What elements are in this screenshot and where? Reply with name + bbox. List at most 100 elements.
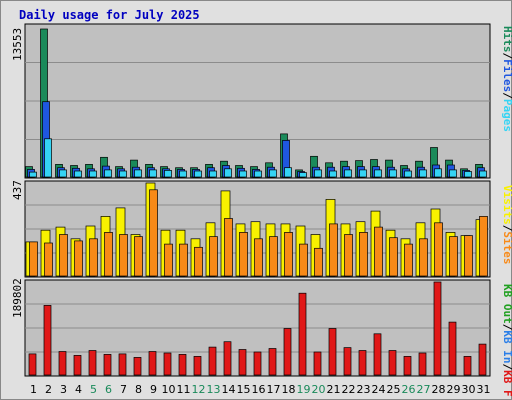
bar-kb-f-day-16 bbox=[253, 351, 262, 376]
bar-pages-day-21 bbox=[329, 170, 337, 178]
bar-pages-day-6 bbox=[104, 169, 112, 178]
bar-sites-day-31 bbox=[479, 216, 488, 277]
bar-sites-day-21 bbox=[329, 223, 338, 277]
x-tick-label-day-29: 29 bbox=[447, 383, 461, 396]
bar-sites-day-7 bbox=[119, 234, 128, 277]
x-tick-label-day-18: 18 bbox=[282, 383, 296, 396]
bar-pages-day-1 bbox=[29, 171, 37, 178]
x-tick-label-day-30: 30 bbox=[462, 383, 476, 396]
x-tick-label-day-28: 28 bbox=[432, 383, 446, 396]
bar-sites-day-6 bbox=[104, 232, 113, 277]
legend-kbin: KB In bbox=[501, 330, 512, 363]
x-tick-label-day-15: 15 bbox=[237, 383, 251, 396]
bar-sites-day-29 bbox=[449, 236, 458, 277]
bar-pages-day-20 bbox=[314, 169, 322, 178]
legend-sep-3: / bbox=[501, 225, 512, 232]
bar-sites-day-4 bbox=[74, 240, 83, 277]
kb-ymax-label: 189802 bbox=[11, 278, 24, 318]
x-tick-label-day-17: 17 bbox=[267, 383, 281, 396]
x-tick-label-day-4: 4 bbox=[75, 383, 82, 396]
bar-kb-f-day-6 bbox=[103, 354, 112, 376]
bar-kb-f-day-20 bbox=[313, 351, 322, 376]
bar-sites-day-12 bbox=[194, 246, 203, 277]
legend-pages: Pages bbox=[501, 99, 512, 132]
bar-pages-day-16 bbox=[254, 170, 262, 178]
x-tick-label-day-24: 24 bbox=[372, 383, 386, 396]
x-tick-label-day-31: 31 bbox=[477, 383, 491, 396]
x-tick-label-day-5: 5 bbox=[90, 383, 97, 396]
bar-pages-day-10 bbox=[164, 170, 172, 178]
chart-title: Daily usage for July 2025 bbox=[19, 8, 200, 22]
x-tick-label-day-11: 11 bbox=[177, 383, 191, 396]
bar-kb-f-day-26 bbox=[403, 356, 412, 376]
bar-sites-day-14 bbox=[224, 218, 233, 277]
legend-sep-4: / bbox=[501, 324, 512, 331]
bar-kb-f-day-17 bbox=[268, 348, 277, 376]
x-tick-label-day-22: 22 bbox=[342, 383, 356, 396]
x-tick-label-day-21: 21 bbox=[327, 383, 341, 396]
bar-pages-day-29 bbox=[449, 169, 457, 178]
bar-kb-f-day-18 bbox=[283, 328, 292, 376]
x-tick-label-day-13: 13 bbox=[207, 383, 221, 396]
bar-sites-day-19 bbox=[299, 243, 308, 277]
hits-ymax-label: 13553 bbox=[11, 28, 24, 61]
bar-pages-day-8 bbox=[134, 169, 142, 178]
bar-pages-day-24 bbox=[374, 169, 382, 178]
bar-kb-f-day-10 bbox=[163, 352, 172, 376]
bar-kb-f-day-13 bbox=[208, 346, 217, 376]
bar-pages-day-12 bbox=[194, 170, 202, 178]
legend-visits: Visits bbox=[501, 185, 512, 225]
bar-sites-day-25 bbox=[389, 237, 398, 277]
bar-pages-day-15 bbox=[239, 170, 247, 178]
x-tick-label-day-8: 8 bbox=[135, 383, 142, 396]
bar-pages-day-23 bbox=[359, 169, 367, 178]
bar-kb-f-day-4 bbox=[73, 355, 82, 376]
bar-kb-f-day-15 bbox=[238, 349, 247, 376]
bar-pages-day-5 bbox=[89, 170, 97, 178]
bar-sites-day-13 bbox=[209, 236, 218, 277]
bar-sites-day-15 bbox=[239, 232, 248, 277]
x-tick-label-day-16: 16 bbox=[252, 383, 266, 396]
legend-sep-5: / bbox=[501, 364, 512, 371]
bar-pages-day-3 bbox=[59, 169, 67, 178]
bar-kb-f-day-14 bbox=[223, 341, 232, 376]
legend-sep-1: / bbox=[501, 53, 512, 60]
bar-sites-day-3 bbox=[59, 234, 68, 277]
bar-pages-day-11 bbox=[179, 170, 187, 178]
x-tick-label-day-9: 9 bbox=[150, 383, 157, 396]
bar-kb-f-day-19 bbox=[298, 292, 307, 376]
bar-sites-day-28 bbox=[434, 222, 443, 277]
bar-kb-f-day-22 bbox=[343, 347, 352, 376]
legend-visits-sites: Visits/Sites bbox=[501, 185, 512, 265]
legend-hits-files-pages: Hits/Files/Pages bbox=[501, 26, 512, 132]
bar-pages-day-27 bbox=[419, 169, 427, 178]
bar-kb-f-day-21 bbox=[328, 328, 337, 376]
bar-kb-f-day-25 bbox=[388, 350, 397, 376]
x-tick-label-day-27: 27 bbox=[417, 383, 431, 396]
legend-files: Files bbox=[501, 59, 512, 92]
x-tick-label-day-25: 25 bbox=[387, 383, 401, 396]
bar-kb-f-day-27 bbox=[418, 352, 427, 376]
bar-kb-f-day-31 bbox=[478, 343, 487, 376]
x-tick-label-day-20: 20 bbox=[312, 383, 326, 396]
bar-kb-f-day-1 bbox=[28, 353, 37, 376]
bar-kb-f-day-7 bbox=[118, 353, 127, 376]
bar-sites-day-9 bbox=[149, 189, 158, 277]
bar-sites-day-8 bbox=[134, 236, 143, 277]
bar-sites-day-23 bbox=[359, 232, 368, 277]
bar-kb-f-day-28 bbox=[433, 281, 442, 376]
bar-kb-f-day-3 bbox=[58, 351, 67, 376]
bar-sites-day-24 bbox=[374, 226, 383, 277]
bar-kb-f-day-30 bbox=[463, 356, 472, 376]
x-tick-label-day-7: 7 bbox=[120, 383, 127, 396]
legend-sep-2: / bbox=[501, 92, 512, 99]
bar-pages-day-31 bbox=[479, 170, 487, 178]
bar-kb-f-day-23 bbox=[358, 350, 367, 376]
x-tick-label-day-3: 3 bbox=[60, 383, 67, 396]
x-tick-label-day-26: 26 bbox=[402, 383, 416, 396]
bar-sites-day-16 bbox=[254, 238, 263, 277]
x-tick-label-day-23: 23 bbox=[357, 383, 371, 396]
bar-kb-f-day-29 bbox=[448, 321, 457, 376]
bar-sites-day-26 bbox=[404, 243, 413, 277]
bar-sites-day-5 bbox=[89, 238, 98, 277]
